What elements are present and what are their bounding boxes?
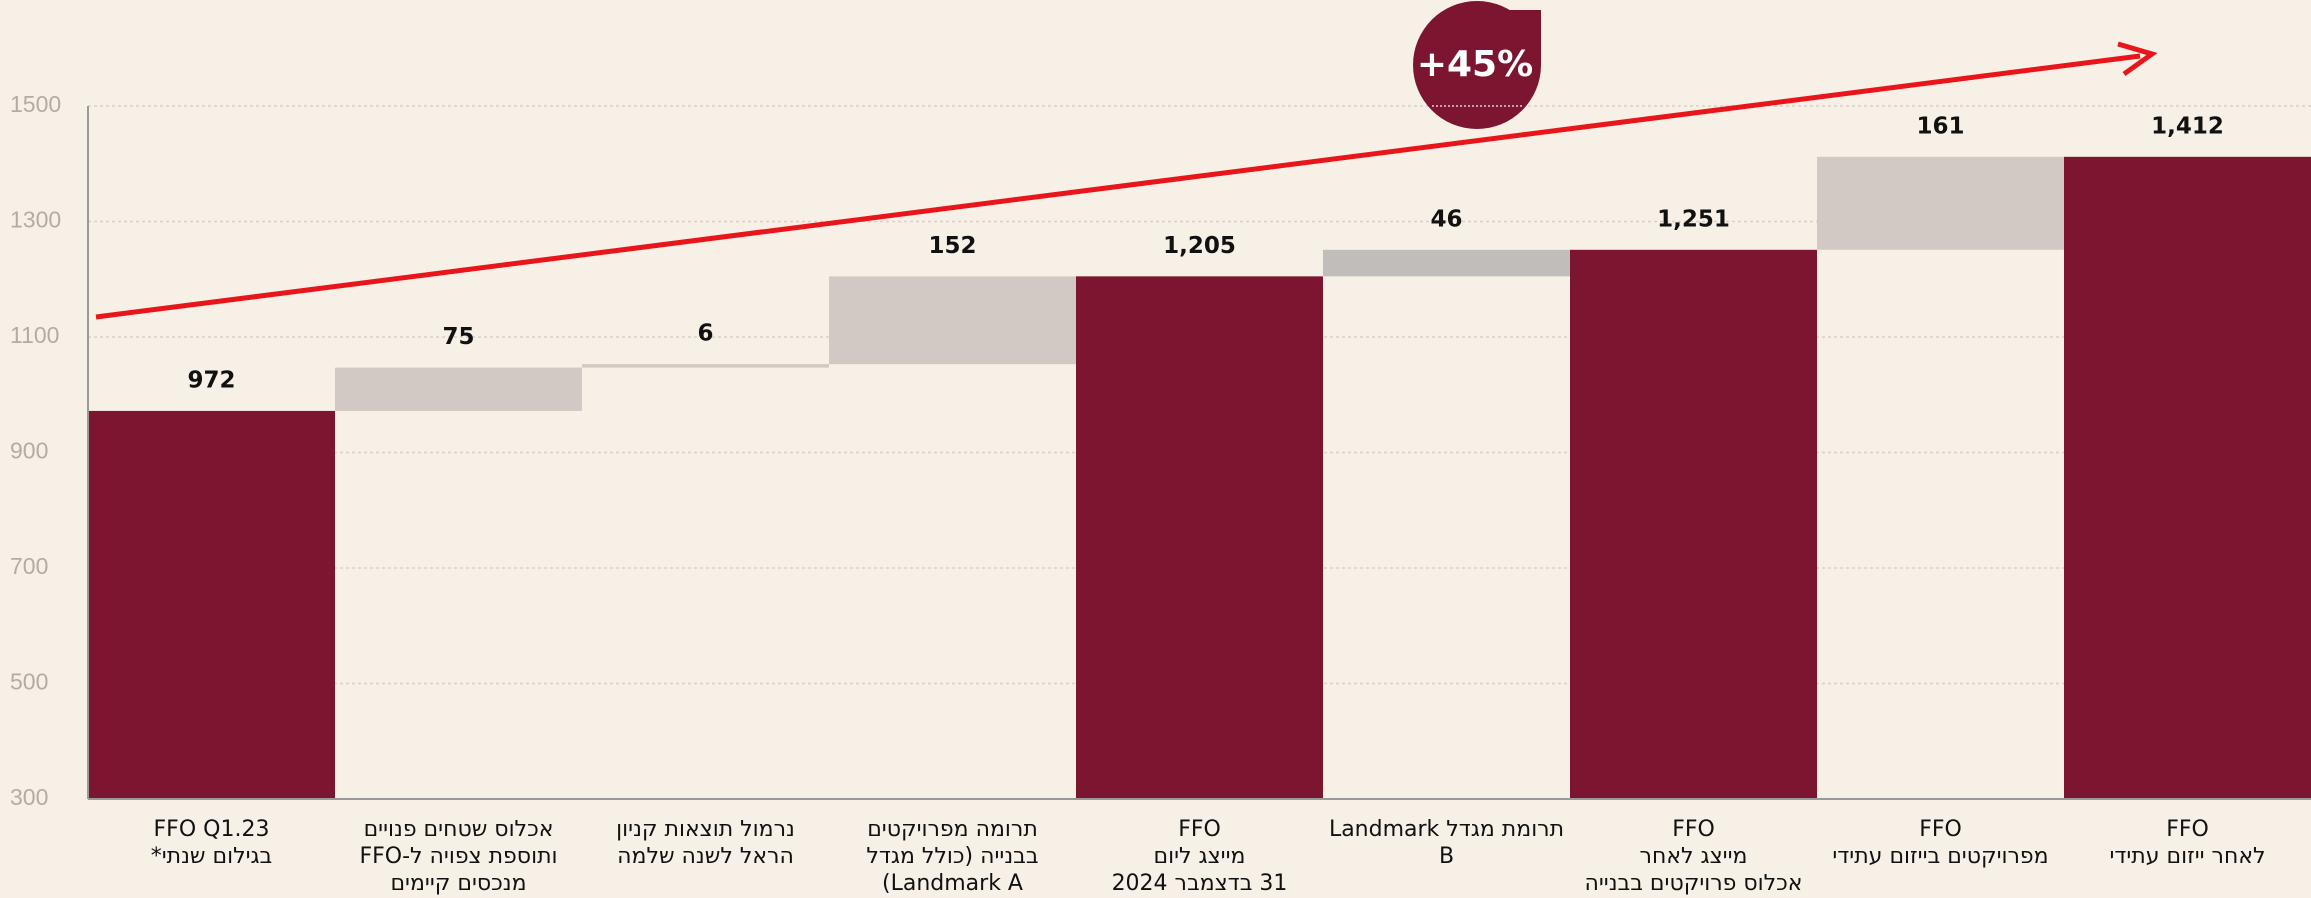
bar xyxy=(88,410,335,799)
value-label: 161 xyxy=(1916,113,1964,139)
bar xyxy=(2064,156,2311,799)
value-label: 152 xyxy=(928,233,976,259)
x-tick-label: מייצג ליום xyxy=(1154,844,1246,869)
y-tick-label: 500 xyxy=(10,669,48,695)
x-tick-label: הראל לשנה שלמה xyxy=(617,844,794,869)
x-tick-label: FFO Q1.23 xyxy=(154,817,270,842)
bar xyxy=(1817,156,2064,250)
x-tick-label: 31 בדצמבר 2024 xyxy=(1112,871,1288,896)
x-tick-label: ותוספת צפויה ל-FFO xyxy=(359,844,557,869)
x-tick-label: B xyxy=(1439,844,1454,869)
annotation: +45% xyxy=(1417,44,1533,85)
x-tick-label: נרמול תוצאות קניון xyxy=(616,817,795,842)
y-tick-label: 700 xyxy=(10,553,48,579)
x-tick-label: אכלוס שטחים פנויים xyxy=(364,817,554,842)
x-tick-label: בבנייה (כולל מגדל xyxy=(866,844,1038,869)
x-tick-label: תרומת מגדל Landmark xyxy=(1329,817,1564,842)
bar xyxy=(1323,249,1570,277)
value-label: 1,412 xyxy=(2151,113,2224,139)
arrow-head xyxy=(2117,41,2158,77)
trend-arrow xyxy=(95,53,2141,320)
y-tick-label: 1500 xyxy=(10,91,61,117)
x-tick-label: FFO xyxy=(1178,817,1221,842)
y-tick-label: 1300 xyxy=(10,207,61,233)
x-tick-label: בגילום שנתי* xyxy=(151,844,273,869)
x-tick-label: מפרויקטים בייזום עתידי xyxy=(1832,844,2048,869)
x-tick-label: FFO xyxy=(1919,817,1962,842)
x-tick-label: אכלוס פרויקטים בבנייה xyxy=(1584,871,1802,896)
badge-corner xyxy=(1477,10,1541,65)
x-tick-label: FFO xyxy=(1672,817,1715,842)
x-tick-label: תרומה מפרויקטים xyxy=(867,817,1038,842)
bar xyxy=(1570,249,1817,800)
y-tick-label: 1100 xyxy=(10,322,59,348)
x-tick-label: Landmark A) xyxy=(882,871,1023,896)
bar xyxy=(335,367,582,411)
value-label: 75 xyxy=(442,324,474,350)
x-tick-label: מייצג לאחר xyxy=(1640,844,1748,869)
bar xyxy=(829,276,1076,365)
y-tick-label: 900 xyxy=(10,438,48,464)
x-tick-label: מנכסים קיימים xyxy=(390,871,526,896)
x-tick-label: FFO xyxy=(2166,817,2209,842)
value-label: 46 xyxy=(1430,206,1462,232)
value-label: 1,251 xyxy=(1657,206,1730,232)
value-label: 1,205 xyxy=(1163,233,1236,259)
x-tick-label: לאחר ייזום עתידי xyxy=(2109,844,2265,869)
y-tick-label: 300 xyxy=(10,784,48,810)
value-label: 972 xyxy=(187,367,235,393)
bar xyxy=(1076,276,1323,799)
value-label: 6 xyxy=(697,321,713,347)
bar xyxy=(582,364,829,368)
